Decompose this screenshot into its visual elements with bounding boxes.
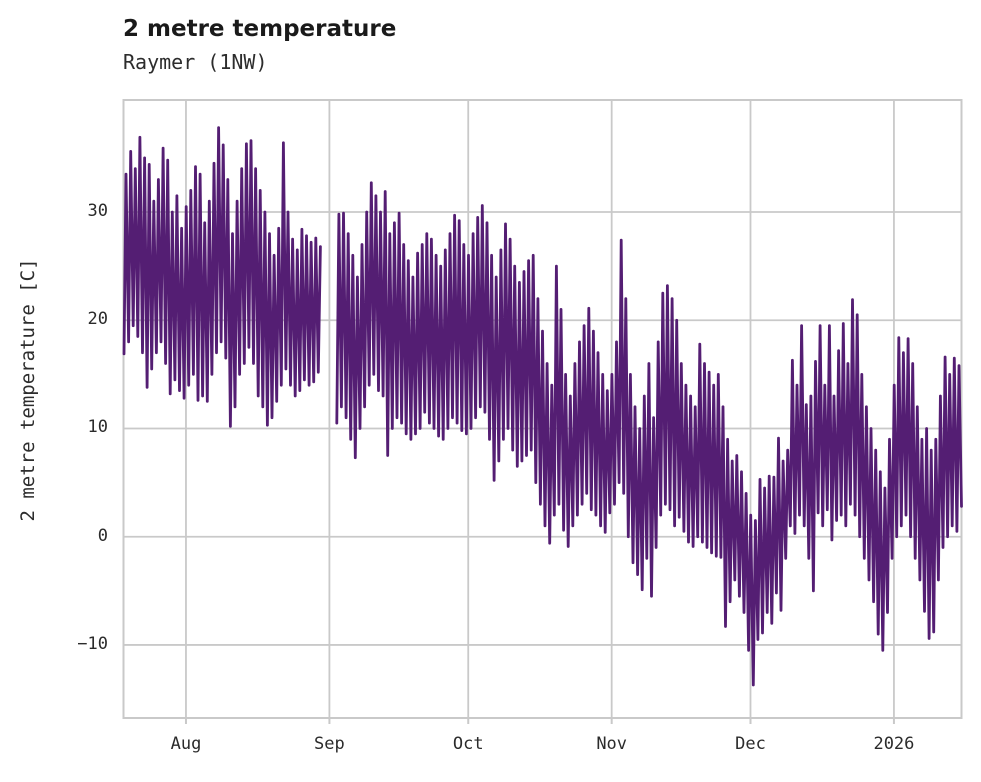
temperature-line bbox=[335, 181, 963, 687]
x-tick-label: Sep bbox=[314, 734, 345, 754]
y-tick-label: 30 bbox=[87, 201, 108, 222]
y-axis-label: 2 metre temperature [C] bbox=[17, 258, 39, 522]
x-tick-label: Nov bbox=[596, 734, 628, 754]
chart-title: 2 metre temperature bbox=[123, 16, 397, 42]
temperature-line bbox=[122, 126, 322, 428]
x-tick-label: Oct bbox=[452, 734, 484, 754]
y-tick-label: 0 bbox=[97, 525, 108, 546]
chart-subtitle: Raymer (1NW) bbox=[123, 50, 268, 74]
y-tick-label: 10 bbox=[87, 417, 108, 438]
plot-frame bbox=[122, 99, 963, 719]
y-tick-label: 20 bbox=[87, 309, 108, 330]
x-tick-label: Aug bbox=[170, 734, 202, 754]
y-tick-label: −10 bbox=[77, 633, 108, 654]
x-tick-label: Dec bbox=[735, 734, 766, 754]
x-tick-label: 2026 bbox=[873, 734, 915, 754]
